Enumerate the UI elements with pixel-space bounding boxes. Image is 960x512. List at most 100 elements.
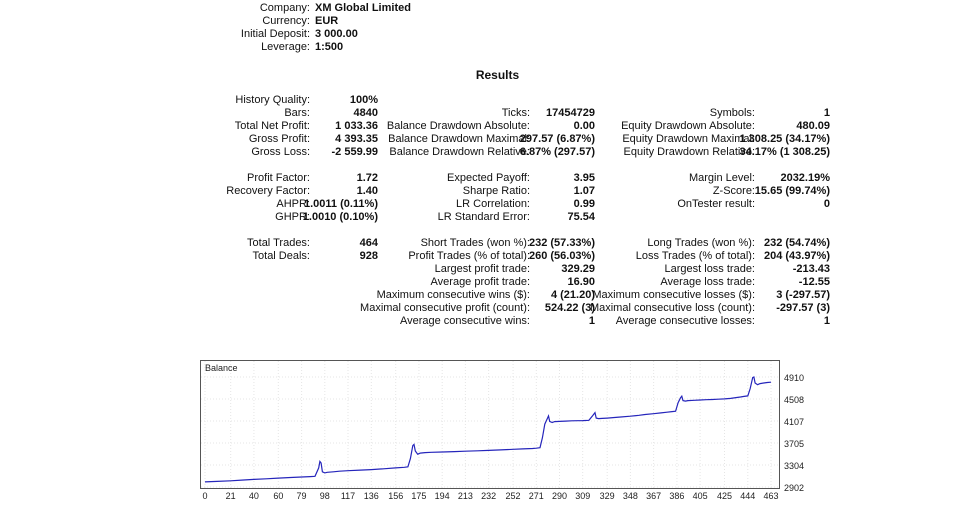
stats-row: GHPR: 1.0010 (0.10%) LR Standard Error: 75.… xyxy=(0,211,960,224)
stat-label: Bars: xyxy=(284,107,310,119)
stat-label: LR Standard Error: xyxy=(437,211,530,223)
stat-label: Margin Level: xyxy=(688,172,755,184)
stat-label: History Quality: xyxy=(235,94,310,106)
stat-label: Maximal consecutive profit (count): xyxy=(360,302,530,314)
header-row: Currency: EUR xyxy=(0,15,960,28)
x-axis-label: 425 xyxy=(717,491,733,501)
chart-title: Balance xyxy=(205,363,238,373)
x-axis-label: 117 xyxy=(340,491,356,501)
x-axis-label: 156 xyxy=(388,491,404,501)
header-value: EUR xyxy=(315,15,339,27)
stat-value: 329.29 xyxy=(561,263,595,275)
stat-label: Recovery Factor: xyxy=(226,185,310,197)
stats-row: Average profit trade: 16.90 Average loss t… xyxy=(0,276,960,289)
stats-row: Total Trades: 464 Short Trades (won %): 232… xyxy=(0,237,960,250)
stat-label: Profit Trades (% of total): xyxy=(408,250,530,262)
stat-value: 1.0010 (0.10%) xyxy=(302,211,378,223)
stat-value: 1 033.36 xyxy=(335,120,378,132)
stat-value: 100% xyxy=(349,94,378,106)
x-axis-label: 213 xyxy=(457,491,473,501)
x-axis-label: 463 xyxy=(763,491,779,501)
stat-label: Average consecutive losses: xyxy=(615,315,755,327)
stat-label: Gross Profit: xyxy=(248,133,310,145)
stats-row: Largest profit trade: 329.29 Largest loss … xyxy=(0,263,960,276)
stat-label: GHPR: xyxy=(275,211,310,223)
x-axis-label: 290 xyxy=(551,491,568,501)
stat-value: 1.07 xyxy=(573,185,595,197)
stat-label: Equity Drawdown Absolute: xyxy=(621,120,755,132)
stat-label: Long Trades (won %): xyxy=(647,237,755,249)
x-axis-label: 0 xyxy=(202,491,208,501)
x-axis-label: 21 xyxy=(225,491,236,501)
header-value: 1:500 xyxy=(315,41,344,53)
stats-section: History Quality: 100% Bars: 4840 Ticks: 17454… xyxy=(0,94,960,159)
y-axis-label: 3304 xyxy=(784,460,805,471)
header-value: 3 000.00 xyxy=(315,28,358,40)
stats-row: Total Net Profit: 1 033.36 Balance Drawdow… xyxy=(0,120,960,133)
stat-value: 1 xyxy=(588,315,595,327)
stat-value: -2 559.99 xyxy=(331,146,378,158)
stat-value: 17454729 xyxy=(546,107,595,119)
stat-label: Average consecutive wins: xyxy=(399,315,530,327)
stats-row: Gross Loss: -2 559.99 Balance Drawdown Rel… xyxy=(0,146,960,159)
y-axis-label: 2902 xyxy=(784,483,805,493)
stat-label: Balance Drawdown Maximal: xyxy=(388,133,530,145)
stat-value: 4840 xyxy=(353,107,378,119)
stat-label: Equity Drawdown Relative: xyxy=(623,146,755,158)
balance-line xyxy=(204,376,772,483)
x-axis-label: 40 xyxy=(248,491,259,501)
stat-value: 232 (57.33%) xyxy=(528,237,595,249)
stat-label: Maximum consecutive wins ($): xyxy=(376,289,530,301)
stats-row: Profit Factor: 1.72 Expected Payoff: 3.95 Ma… xyxy=(0,172,960,185)
stats-row: Gross Profit: 4 393.35 Balance Drawdown Ma… xyxy=(0,133,960,146)
header-row: Company: XM Global Limited xyxy=(0,2,960,15)
stat-label: Profit Factor: xyxy=(247,172,310,184)
stat-label: Average profit trade: xyxy=(430,276,530,288)
x-axis-label: 386 xyxy=(669,491,685,501)
stat-label: Sharpe Ratio: xyxy=(462,185,530,197)
stat-value: 4 (21.20) xyxy=(550,289,595,301)
stat-label: Maximal consecutive loss (count): xyxy=(589,302,755,314)
header-value: XM Global Limited xyxy=(315,2,411,14)
y-axis-label: 4910 xyxy=(784,373,805,383)
stats-row: History Quality: 100% xyxy=(0,94,960,107)
stat-value: 4 393.35 xyxy=(335,133,378,145)
stat-value: 1 308.25 (34.17%) xyxy=(739,133,830,145)
stat-label: Z-Score: xyxy=(712,185,755,197)
header-label: Initial Deposit: xyxy=(240,28,310,40)
x-axis-label: 329 xyxy=(599,491,615,501)
stat-value: -213.43 xyxy=(792,263,830,275)
stat-value: 0 xyxy=(823,198,830,210)
stat-label: Expected Payoff: xyxy=(447,172,530,184)
stat-value: -12.55 xyxy=(798,276,830,288)
stat-value: 1.40 xyxy=(356,185,378,197)
stat-label: Short Trades (won %): xyxy=(420,237,530,249)
x-axis-label: 60 xyxy=(273,491,284,501)
stat-label: AHPR: xyxy=(276,198,310,210)
stat-value: 1 xyxy=(823,315,830,327)
results-title: Results xyxy=(475,68,520,82)
stat-label: OnTester result: xyxy=(677,198,755,210)
y-axis-label: 4508 xyxy=(784,395,805,406)
x-axis-label: 348 xyxy=(622,491,638,501)
stat-value: 1.72 xyxy=(356,172,378,184)
stat-value: 3 (-297.57) xyxy=(776,289,830,301)
stat-value: 2032.19% xyxy=(780,172,830,184)
stat-label: Balance Drawdown Relative: xyxy=(389,146,530,158)
x-axis-label: 367 xyxy=(646,491,662,501)
stats-row: Bars: 4840 Ticks: 17454729 Symbols: 1 xyxy=(0,107,960,120)
balance-chart: Balance 2902 3304 3705 4107 4508 4910 0 21 40 60… xyxy=(200,360,860,505)
stat-label: Total Deals: xyxy=(252,250,310,262)
stat-label: Largest loss trade: xyxy=(664,263,756,275)
stat-value: 928 xyxy=(359,250,378,262)
stat-label: Gross Loss: xyxy=(251,146,310,158)
stat-label: Balance Drawdown Absolute: xyxy=(386,120,530,132)
stats-row: Average consecutive wins: 1 Average consec… xyxy=(0,315,960,328)
x-axis-label: 252 xyxy=(505,491,521,501)
stat-label: Average loss trade: xyxy=(660,276,755,288)
stats-row: Maximal consecutive profit (count): 524.2… xyxy=(0,302,960,315)
stat-value: 260 (56.03%) xyxy=(528,250,595,262)
stat-value: 524.22 (3) xyxy=(544,302,595,314)
stat-value: 34.17% (1 308.25) xyxy=(739,146,830,158)
x-axis-labels: 0 21 40 60 79 98 117 136 156 175 194 213 232 252 271 29… xyxy=(201,491,779,503)
